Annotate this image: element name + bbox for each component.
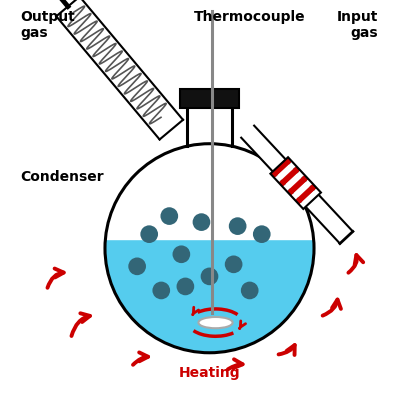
FancyArrowPatch shape xyxy=(228,359,243,369)
Polygon shape xyxy=(295,184,317,205)
Circle shape xyxy=(153,282,170,300)
Circle shape xyxy=(241,282,259,300)
Polygon shape xyxy=(299,188,321,209)
Polygon shape xyxy=(241,126,353,244)
Circle shape xyxy=(229,218,246,235)
Ellipse shape xyxy=(199,317,233,328)
Circle shape xyxy=(105,144,314,353)
FancyArrowPatch shape xyxy=(323,300,341,316)
Polygon shape xyxy=(270,158,292,179)
Text: Input
gas: Input gas xyxy=(337,10,378,40)
Text: Condenser: Condenser xyxy=(21,170,104,183)
Text: Output
gas: Output gas xyxy=(21,10,75,40)
Circle shape xyxy=(176,278,194,296)
Circle shape xyxy=(173,246,190,263)
Circle shape xyxy=(253,226,271,243)
FancyArrowPatch shape xyxy=(279,345,295,355)
Polygon shape xyxy=(56,0,183,140)
Bar xyxy=(180,90,239,108)
Text: Thermocouple: Thermocouple xyxy=(194,10,305,24)
Circle shape xyxy=(160,208,178,225)
Polygon shape xyxy=(283,171,305,192)
Circle shape xyxy=(128,258,146,275)
FancyArrowPatch shape xyxy=(72,314,90,336)
Circle shape xyxy=(193,214,210,231)
FancyArrowPatch shape xyxy=(47,269,64,288)
Circle shape xyxy=(201,268,218,286)
FancyArrowPatch shape xyxy=(349,255,363,273)
Circle shape xyxy=(225,256,243,273)
FancyArrowPatch shape xyxy=(133,352,148,365)
Polygon shape xyxy=(291,180,313,200)
Text: Heating: Heating xyxy=(178,365,241,379)
Polygon shape xyxy=(279,167,300,187)
Circle shape xyxy=(140,226,158,243)
Polygon shape xyxy=(274,162,296,183)
Polygon shape xyxy=(287,176,309,196)
Polygon shape xyxy=(105,241,314,353)
Bar xyxy=(187,108,232,147)
